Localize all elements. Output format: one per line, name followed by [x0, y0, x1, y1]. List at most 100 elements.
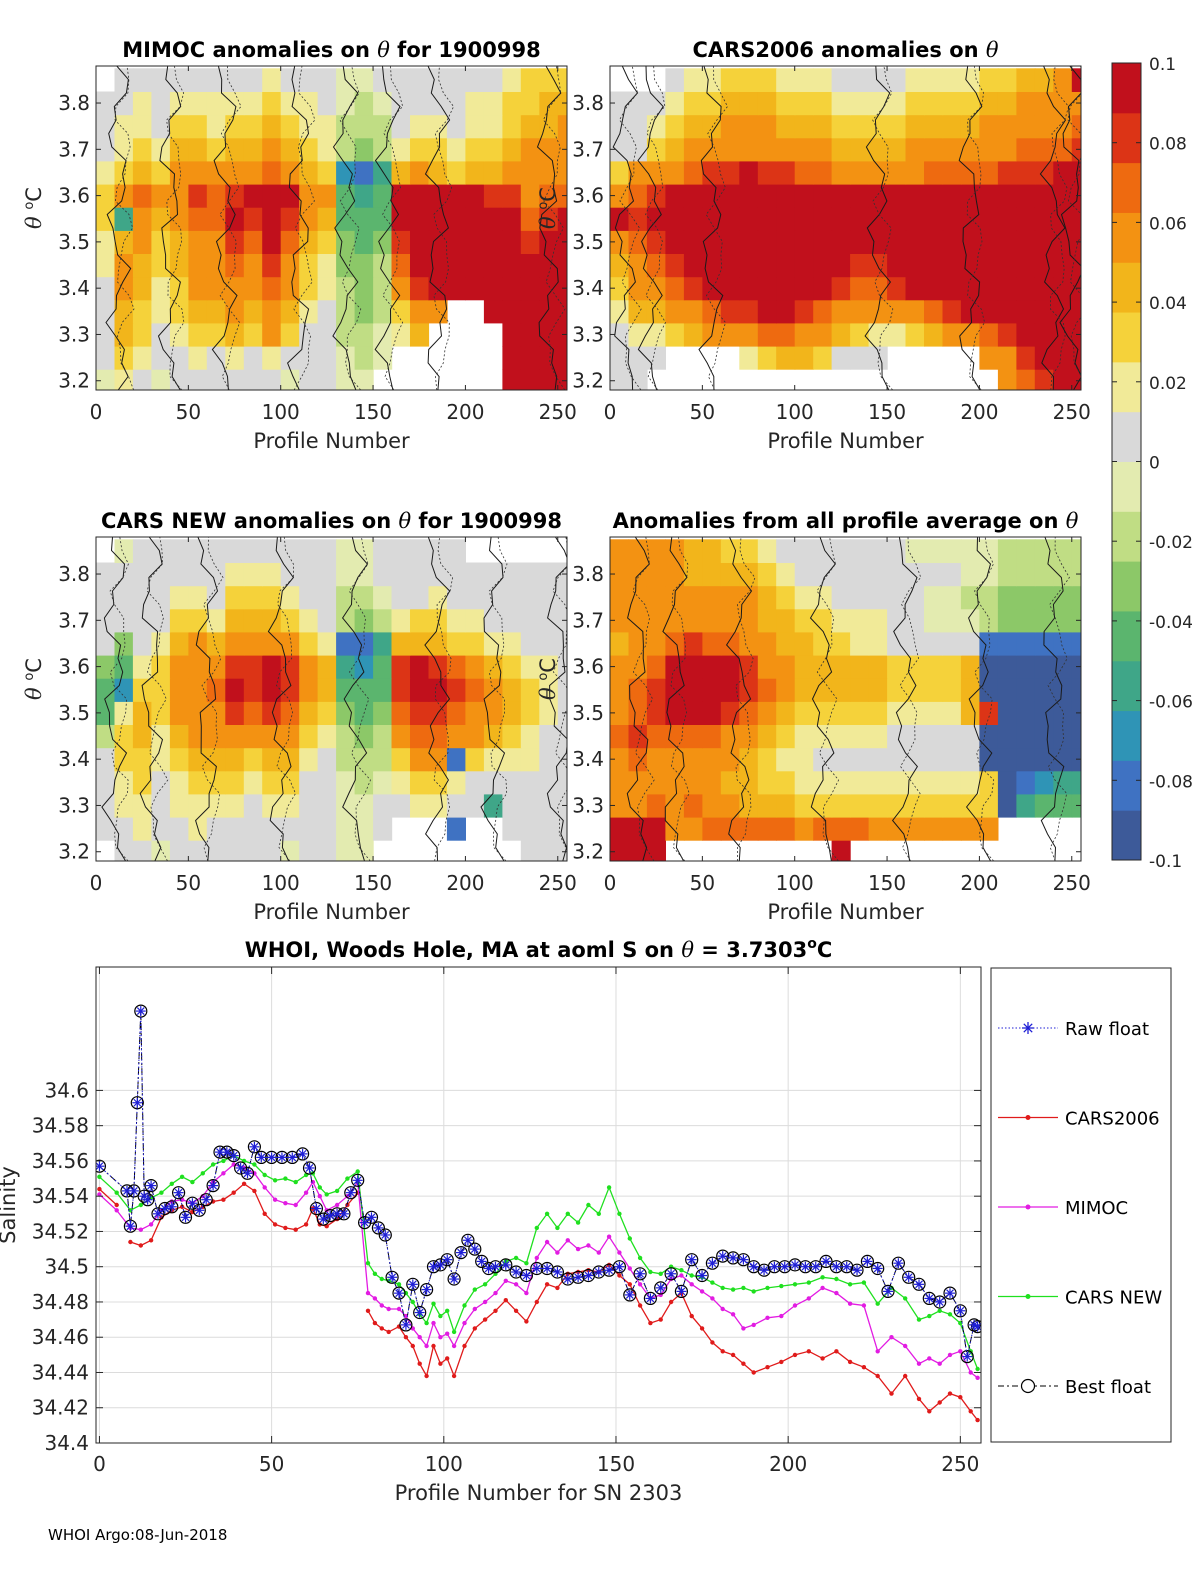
heatmap-cell	[757, 562, 777, 587]
data-point-cars-new	[128, 1208, 133, 1213]
heatmap-cell	[465, 253, 485, 278]
heatmap-cell	[831, 299, 851, 324]
heatmap-cell	[720, 230, 740, 254]
heatmap-cell	[665, 562, 685, 587]
heatmap-cell	[132, 369, 152, 390]
heatmap-cell	[887, 253, 907, 278]
data-point-mimoc	[386, 1306, 391, 1312]
data-point-raw-float	[686, 1254, 697, 1265]
heatmap-cell	[1053, 346, 1073, 370]
heatmap-cell	[114, 114, 134, 139]
heatmap-cell	[776, 655, 796, 679]
heatmap-cell	[831, 793, 851, 818]
heatmap-cell	[665, 631, 685, 656]
heatmap-cell	[720, 770, 740, 795]
heatmap-cell	[354, 207, 374, 231]
heatmap-cell	[465, 230, 485, 254]
heatmap-cell	[997, 230, 1017, 254]
heatmap-cell	[757, 299, 777, 324]
heatmap-cell	[813, 322, 833, 347]
dot-icon	[1025, 1204, 1031, 1210]
heatmap-cell	[1053, 114, 1073, 139]
data-point-raw-float	[903, 1272, 914, 1283]
heatmap-cell	[887, 817, 907, 841]
heatmap-cell	[1034, 585, 1054, 610]
data-point-raw-float	[249, 1141, 260, 1152]
heatmap-cell	[646, 840, 666, 861]
data-point-mimoc	[424, 1343, 429, 1349]
heatmap-cell	[831, 114, 851, 139]
legend-item-cars-new: CARS NEW	[998, 1288, 1162, 1309]
heatmap-cell	[794, 91, 814, 116]
data-point-best-float	[344, 1186, 358, 1200]
data-point-best-float	[151, 1207, 165, 1221]
heatmap-cell	[410, 724, 430, 749]
data-point-raw-float	[159, 1203, 170, 1214]
data-point-mimoc	[834, 1290, 839, 1296]
heatmap-cell	[539, 322, 559, 347]
heatmap-cell	[942, 585, 962, 610]
heatmap-cell	[206, 770, 226, 795]
colorbar-tick-label: -0.02	[1149, 533, 1193, 553]
colorbar-swatch	[1112, 162, 1141, 213]
heatmap-cell	[924, 114, 944, 139]
heatmap-cell	[1016, 322, 1036, 347]
heatmap-cell	[262, 678, 282, 702]
heatmap-cell	[924, 137, 944, 162]
heatmap-cell	[1034, 137, 1054, 162]
data-point-mimoc	[138, 1227, 143, 1232]
heatmap-cell	[960, 770, 980, 795]
heatmap-cell	[317, 91, 337, 116]
heatmap-cell	[317, 585, 337, 610]
heatmap-cell	[299, 817, 319, 841]
heatmap-cell	[610, 207, 630, 231]
heatmap-cell	[924, 68, 944, 92]
data-point-raw-float	[352, 1175, 363, 1186]
heatmap-cell	[96, 655, 116, 679]
heatmap-cell	[299, 299, 319, 324]
heatmap-cell	[520, 655, 540, 679]
heatmap-cell	[299, 747, 319, 772]
heatmap-cell	[979, 817, 999, 841]
heatmap-cell	[776, 793, 796, 818]
heatmap-cell	[483, 299, 503, 324]
heatmap-cell	[446, 68, 466, 92]
y-tick-label: 34.5	[44, 1255, 89, 1279]
heatmap-cell	[280, 299, 300, 324]
heatmap-cell	[502, 137, 522, 162]
heatmap-cell	[336, 230, 356, 254]
data-point-cars2006	[730, 1352, 736, 1358]
heatmap-cell	[646, 276, 666, 301]
data-point-mimoc	[493, 1290, 498, 1296]
heatmap-cell	[794, 631, 814, 656]
heatmap-cell	[646, 747, 666, 772]
heatmap-cell	[1034, 747, 1054, 772]
heatmap-cell	[794, 678, 814, 702]
panel-title: CARS NEW anomalies on θ for 1900998	[101, 509, 562, 533]
heatmap-cell	[813, 207, 833, 231]
heatmap-cell	[483, 701, 503, 725]
heatmap-cell	[225, 840, 245, 861]
data-point-cars-new	[555, 1225, 560, 1231]
heatmap-cell	[502, 207, 522, 231]
heatmap-cell	[225, 678, 245, 702]
heatmap-cell	[757, 701, 777, 725]
heatmap-cell	[262, 207, 282, 231]
heatmap-cell	[979, 91, 999, 116]
heatmap-cell	[299, 793, 319, 818]
x-tick-label: 200	[446, 871, 484, 895]
heatmap-cell	[757, 631, 777, 656]
heatmap-cell	[831, 562, 851, 587]
heatmap-cell	[1053, 160, 1073, 185]
heatmap-cell	[557, 678, 567, 702]
heatmap-cell	[1053, 539, 1073, 563]
heatmap-cell	[813, 539, 833, 563]
heatmap-cell	[96, 608, 116, 633]
data-point-mimoc	[606, 1234, 612, 1239]
heatmap-cell	[410, 678, 430, 702]
heatmap-cell	[887, 585, 907, 610]
y-tick-label: 34.56	[32, 1149, 89, 1173]
heatmap-cell	[188, 678, 208, 702]
data-point-best-float	[623, 1288, 637, 1302]
heatmap-cell	[280, 276, 300, 301]
